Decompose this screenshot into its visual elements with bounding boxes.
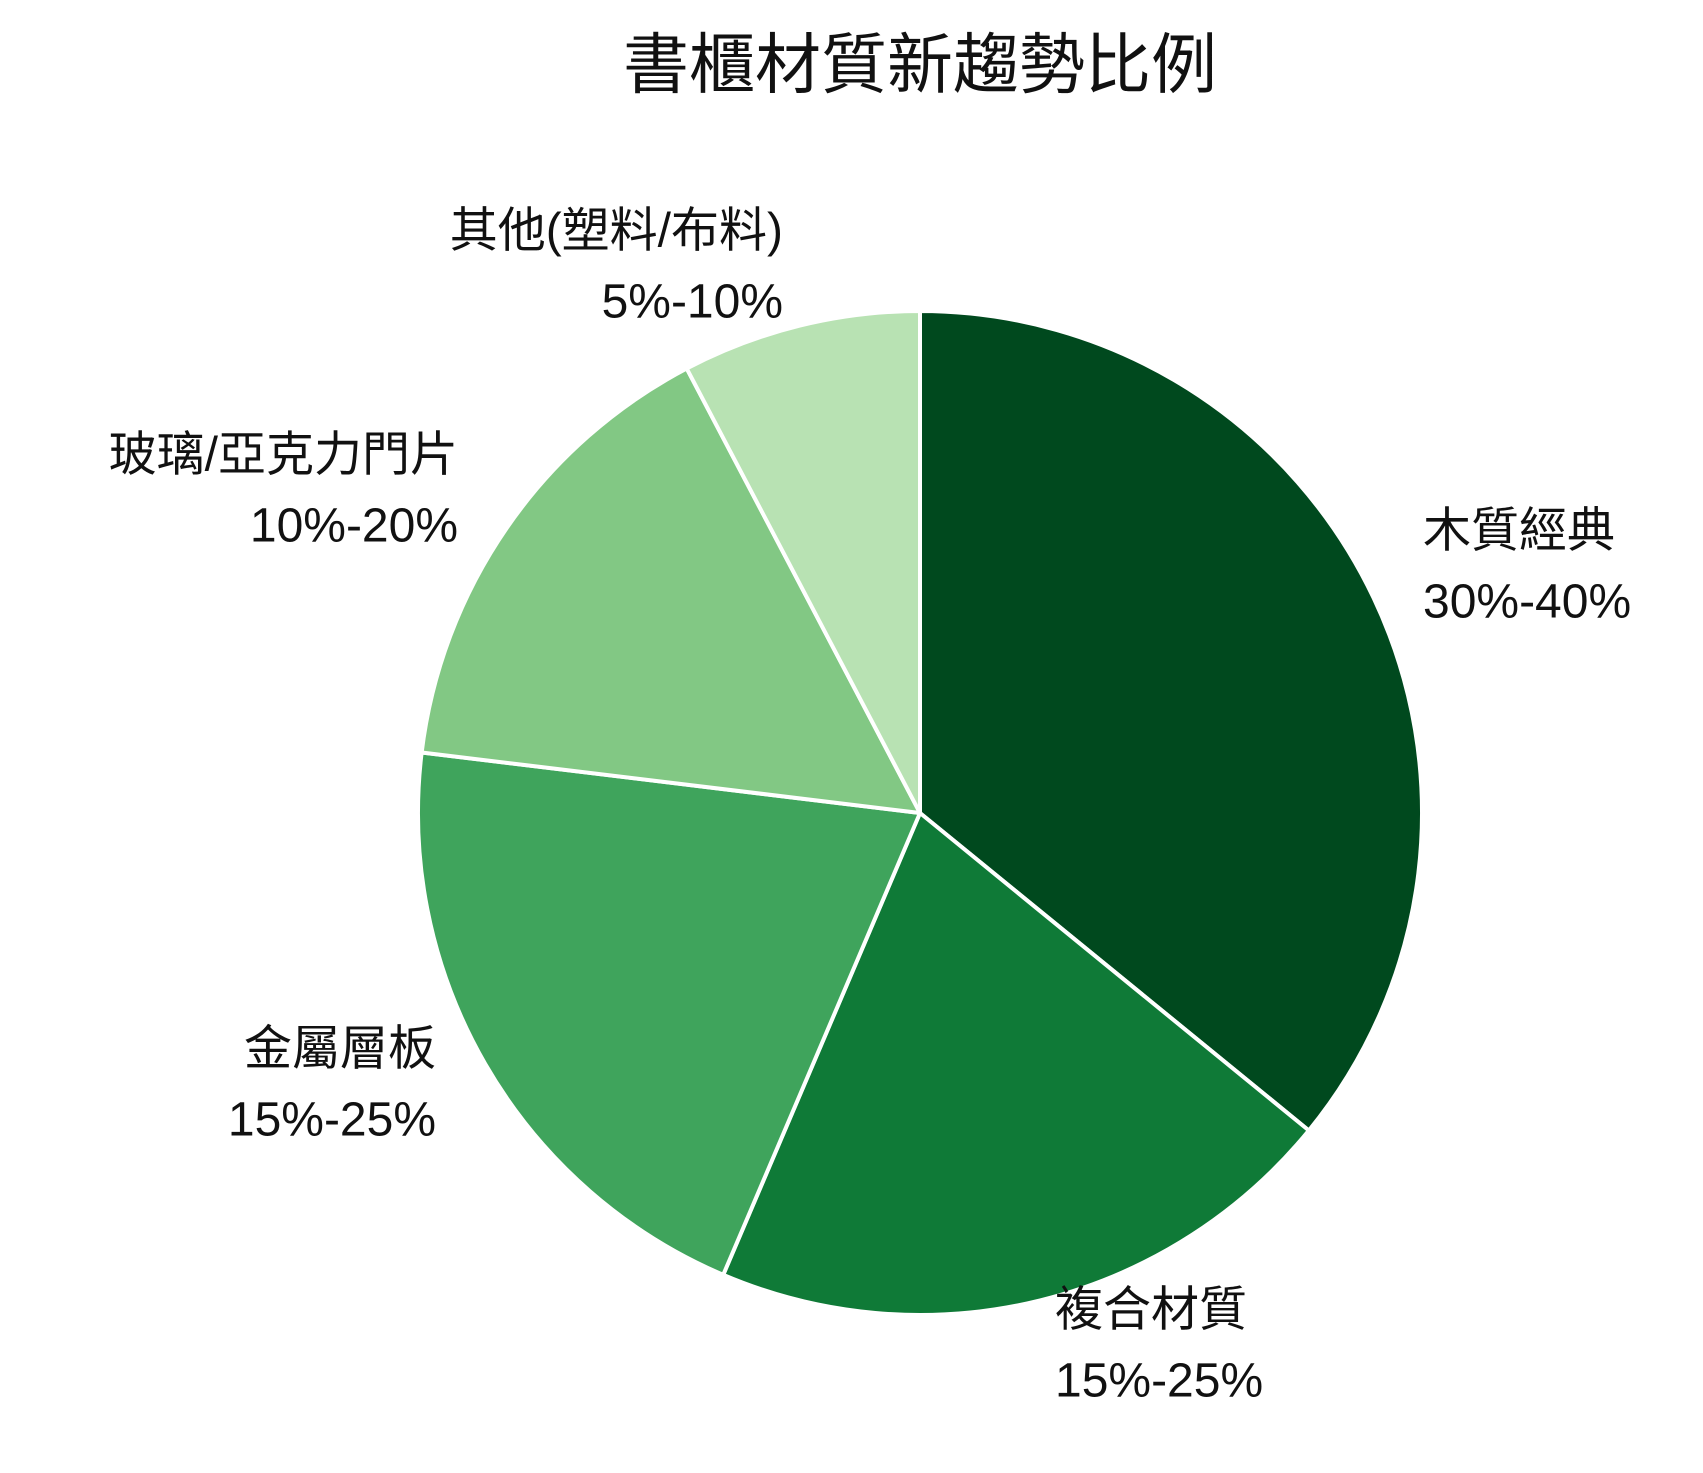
slice-label: 金屬層板 [244,1023,436,1076]
pie-slice [721,811,1311,1317]
pie-slice [684,309,922,815]
slice-value-label: 10%-20% [250,500,458,553]
slice-label: 複合材質 [1055,1284,1247,1337]
pie-slice [416,750,922,1277]
pie-slice [419,366,922,815]
slice-label: 其他(塑料/布料) [450,205,783,258]
slice-label: 木質經典 [1423,505,1615,558]
slice-value-label: 30%-40% [1423,576,1631,629]
pie-slice [918,309,1424,1133]
slice-value-label: 15%-25% [228,1094,436,1147]
slice-value-label: 5%-10% [602,276,783,329]
chart-title: 書櫃材質新趨勢比例 [623,27,1217,101]
slice-label: 玻璃/亞克力門片 [109,429,458,482]
slice-value-label: 15%-25% [1055,1355,1263,1408]
